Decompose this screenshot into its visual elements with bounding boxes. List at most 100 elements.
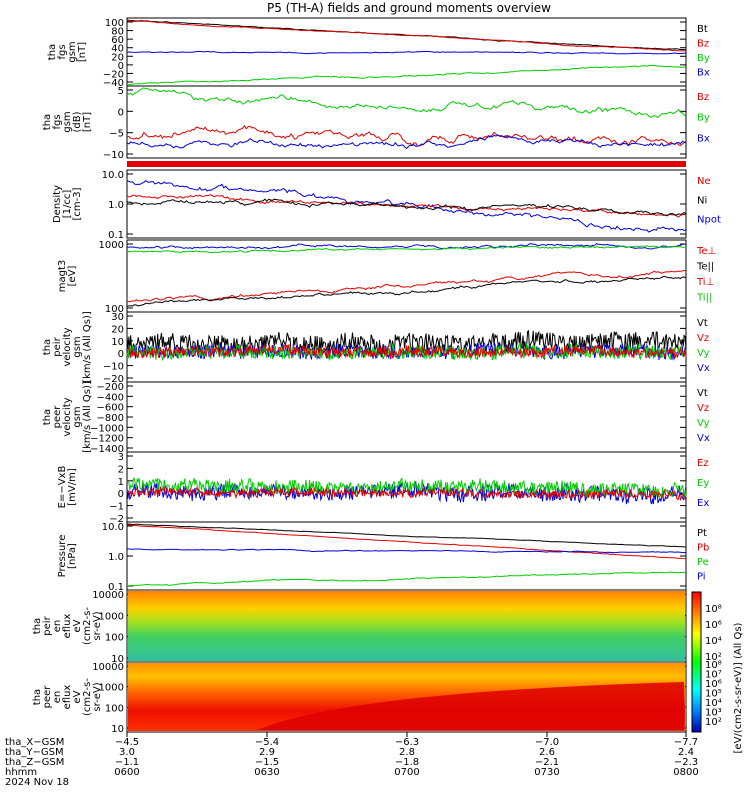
series-teperp — [126, 243, 687, 250]
legend-entry: Vx — [697, 433, 710, 444]
ephemeris-date: 2024 Nov 18 — [5, 777, 69, 788]
y-tick-label: 0.1 — [108, 230, 124, 241]
panel-axis-label: tha — [42, 339, 53, 355]
y-tick-label: 0 — [118, 61, 124, 72]
series-layer — [126, 19, 687, 731]
y-tick-label: 1.0 — [108, 200, 124, 211]
y-tick-label: 10 — [111, 654, 124, 665]
colorbar-tick-label: 10⁶ — [705, 679, 722, 690]
spectrogram-ion — [128, 591, 685, 661]
series-pb — [126, 524, 687, 560]
ephemeris-value: −4.5 — [115, 737, 139, 748]
panel-axis-label: velocity — [62, 397, 73, 436]
y-tick-label: 10.0 — [102, 522, 124, 533]
panel-axis-label: peer — [52, 405, 63, 429]
y-tick-label: −20 — [103, 69, 124, 80]
series-tepar — [126, 275, 687, 307]
y-tick-label: 20 — [111, 324, 124, 335]
panel-axis-label: eV — [72, 619, 83, 632]
colorbar-tick-label: 10² — [705, 717, 722, 728]
y-tick-label: −1000 — [90, 423, 124, 434]
y-tick-label: −200 — [97, 382, 124, 393]
panel-axis-label: eV — [72, 690, 83, 703]
colorbar-tick-label: 10⁴ — [705, 698, 722, 709]
legend-entry: Ez — [697, 458, 709, 469]
ephemeris-label: tha_Y−GSM — [5, 747, 64, 758]
panel-axis-label: peer — [42, 685, 53, 709]
y-tick-label: 100 — [105, 18, 124, 29]
series-tipar — [126, 245, 686, 254]
panel-axis-label: [nPa] — [67, 543, 78, 569]
legend-entry: Ti|| — [696, 293, 712, 304]
legend-entry: Ne — [697, 176, 711, 187]
y-tick-label: 10 — [111, 337, 124, 348]
y-tick-label: 0 — [118, 489, 124, 500]
panel-axis-label: gsm — [72, 336, 83, 357]
series-pi — [126, 548, 687, 554]
legend-entry: By — [697, 53, 710, 64]
colorbar-tick-label: 10⁸ — [705, 660, 722, 671]
panel-axis-label: gsm — [62, 111, 73, 132]
panel-frame — [126, 521, 687, 591]
y-tick-label: 3 — [118, 452, 124, 463]
ephemeris-value: −2.3 — [674, 757, 698, 768]
legend-entry: By — [697, 113, 710, 124]
y-tick-label: −40 — [103, 78, 124, 89]
panel-axis-label: eflux — [62, 685, 73, 710]
ephemeris-value: −5.4 — [255, 737, 279, 748]
legend-entry: Ex — [697, 498, 709, 509]
panel-axis-label: peir — [52, 336, 63, 356]
series-ne — [126, 194, 687, 218]
ephemeris-label: hhmm — [5, 767, 37, 778]
panel-axis-label: E=−VxB — [57, 466, 68, 509]
panel-p6: −200−400−600−800−1000−1200−1400 tha peer ve… — [42, 381, 710, 455]
y-tick-label: 0 — [118, 349, 124, 360]
panel-p8: 10.0 1.0 0.1 Pressure [nPa] Pt Pb Pe Pi — [57, 521, 709, 593]
series-pt — [127, 523, 687, 548]
y-tick-label: 10000 — [92, 662, 124, 673]
legend-entry: Vz — [697, 403, 709, 414]
y-tick-label: 1000 — [99, 611, 124, 622]
ephemeris-value: −1.8 — [395, 757, 419, 768]
ephemeris-value: 2.9 — [259, 747, 275, 758]
y-tick-label: −10 — [103, 150, 124, 161]
ephemeris-value: 3.0 — [119, 747, 135, 758]
ephemeris-value: −7.0 — [535, 737, 559, 748]
panel-axis-label: (cm2-s- — [82, 607, 93, 645]
ephemeris-value: 2.6 — [539, 747, 555, 758]
panel-axis-label: tha — [42, 409, 53, 425]
ephemeris-label: tha_X−GSM — [5, 737, 64, 748]
panel-axis-label: gsm — [72, 406, 83, 427]
legend-entry: Pb — [697, 543, 709, 554]
panel-axis-label: [nT] — [82, 112, 93, 132]
y-tick-label: 40 — [111, 44, 124, 55]
series-dbx — [126, 134, 687, 150]
y-tick-label: 20 — [111, 52, 124, 63]
panel-axis-label: tha — [47, 44, 58, 60]
panel-axis-label: en — [52, 691, 63, 704]
panel-axis-label: [1/cc] — [62, 190, 73, 219]
colorbar-tick-label: 10⁶ — [705, 620, 722, 631]
y-tick-label: 1 — [118, 477, 124, 488]
legend-entry: Pt — [697, 528, 707, 539]
legend-entry: Vy — [697, 418, 710, 429]
colorbar-tick-label: 10⁵ — [705, 689, 722, 700]
legend-entry: Ti⊥ — [696, 277, 714, 288]
series-pe — [126, 571, 687, 587]
colorbar-gradient — [691, 591, 702, 733]
legend-entry: Ni — [697, 195, 707, 206]
y-tick-label: 100 — [105, 633, 124, 644]
panel-axis-label: gsm — [67, 41, 78, 62]
series-ez — [126, 485, 687, 502]
y-tick-label: −1 — [109, 502, 124, 513]
ephemeris-table: tha_X−GSM −4.5 −5.4 −6.3 −7.0 −7.7 tha_Y−GSM 3.… — [5, 732, 699, 788]
series-dby — [126, 87, 687, 118]
legend-entry: Bx — [697, 133, 710, 144]
y-tick-label: −5 — [109, 129, 124, 140]
panel-axis-label: tha — [32, 689, 43, 705]
series-vt — [126, 329, 687, 357]
ephemeris-value: −6.3 — [395, 737, 419, 748]
series-vz — [126, 343, 687, 360]
series-ni — [126, 198, 687, 216]
